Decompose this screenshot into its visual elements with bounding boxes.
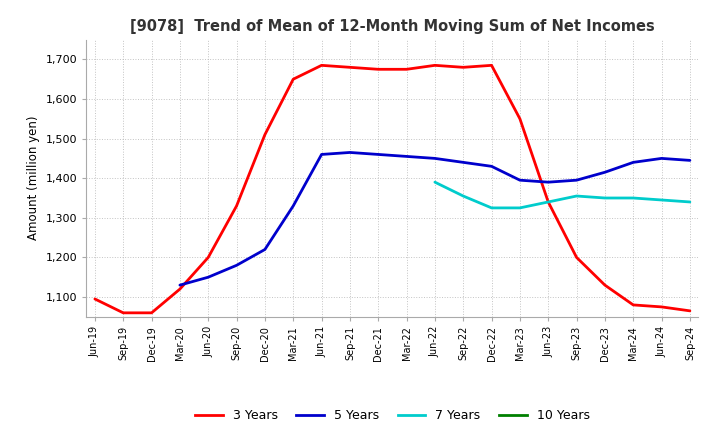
Line: 3 Years: 3 Years xyxy=(95,65,690,313)
Y-axis label: Amount (million yen): Amount (million yen) xyxy=(27,116,40,240)
3 Years xyxy=(204,255,212,260)
3 Years xyxy=(516,116,524,121)
5 Years xyxy=(544,180,552,185)
5 Years xyxy=(487,164,496,169)
7 Years xyxy=(572,193,581,198)
Line: 5 Years: 5 Years xyxy=(180,152,690,285)
3 Years xyxy=(629,302,637,308)
5 Years xyxy=(516,177,524,183)
7 Years xyxy=(487,205,496,210)
3 Years xyxy=(233,203,241,209)
5 Years xyxy=(600,169,609,175)
3 Years xyxy=(487,62,496,68)
7 Years xyxy=(431,180,439,185)
5 Years xyxy=(431,156,439,161)
3 Years xyxy=(119,310,127,315)
3 Years xyxy=(346,65,354,70)
Title: [9078]  Trend of Mean of 12-Month Moving Sum of Net Incomes: [9078] Trend of Mean of 12-Month Moving … xyxy=(130,19,654,34)
5 Years xyxy=(233,263,241,268)
5 Years xyxy=(289,203,297,209)
5 Years xyxy=(261,247,269,252)
5 Years xyxy=(204,275,212,280)
5 Years xyxy=(629,160,637,165)
7 Years xyxy=(459,193,467,198)
5 Years xyxy=(346,150,354,155)
3 Years xyxy=(148,310,156,315)
Legend: 3 Years, 5 Years, 7 Years, 10 Years: 3 Years, 5 Years, 7 Years, 10 Years xyxy=(190,404,595,427)
7 Years xyxy=(544,199,552,205)
7 Years xyxy=(629,195,637,201)
3 Years xyxy=(572,255,581,260)
3 Years xyxy=(544,199,552,205)
5 Years xyxy=(459,160,467,165)
5 Years xyxy=(374,152,382,157)
5 Years xyxy=(657,156,666,161)
7 Years xyxy=(657,197,666,202)
3 Years xyxy=(600,282,609,288)
3 Years xyxy=(91,297,99,302)
3 Years xyxy=(374,66,382,72)
3 Years xyxy=(431,62,439,68)
3 Years xyxy=(459,65,467,70)
7 Years xyxy=(685,199,694,205)
5 Years xyxy=(318,152,326,157)
7 Years xyxy=(516,205,524,210)
3 Years xyxy=(685,308,694,313)
5 Years xyxy=(572,177,581,183)
3 Years xyxy=(318,62,326,68)
3 Years xyxy=(657,304,666,309)
3 Years xyxy=(402,66,411,72)
3 Years xyxy=(289,77,297,82)
Line: 7 Years: 7 Years xyxy=(435,182,690,208)
5 Years xyxy=(176,282,184,288)
5 Years xyxy=(402,154,411,159)
5 Years xyxy=(685,158,694,163)
3 Years xyxy=(176,286,184,292)
7 Years xyxy=(600,195,609,201)
3 Years xyxy=(261,132,269,137)
